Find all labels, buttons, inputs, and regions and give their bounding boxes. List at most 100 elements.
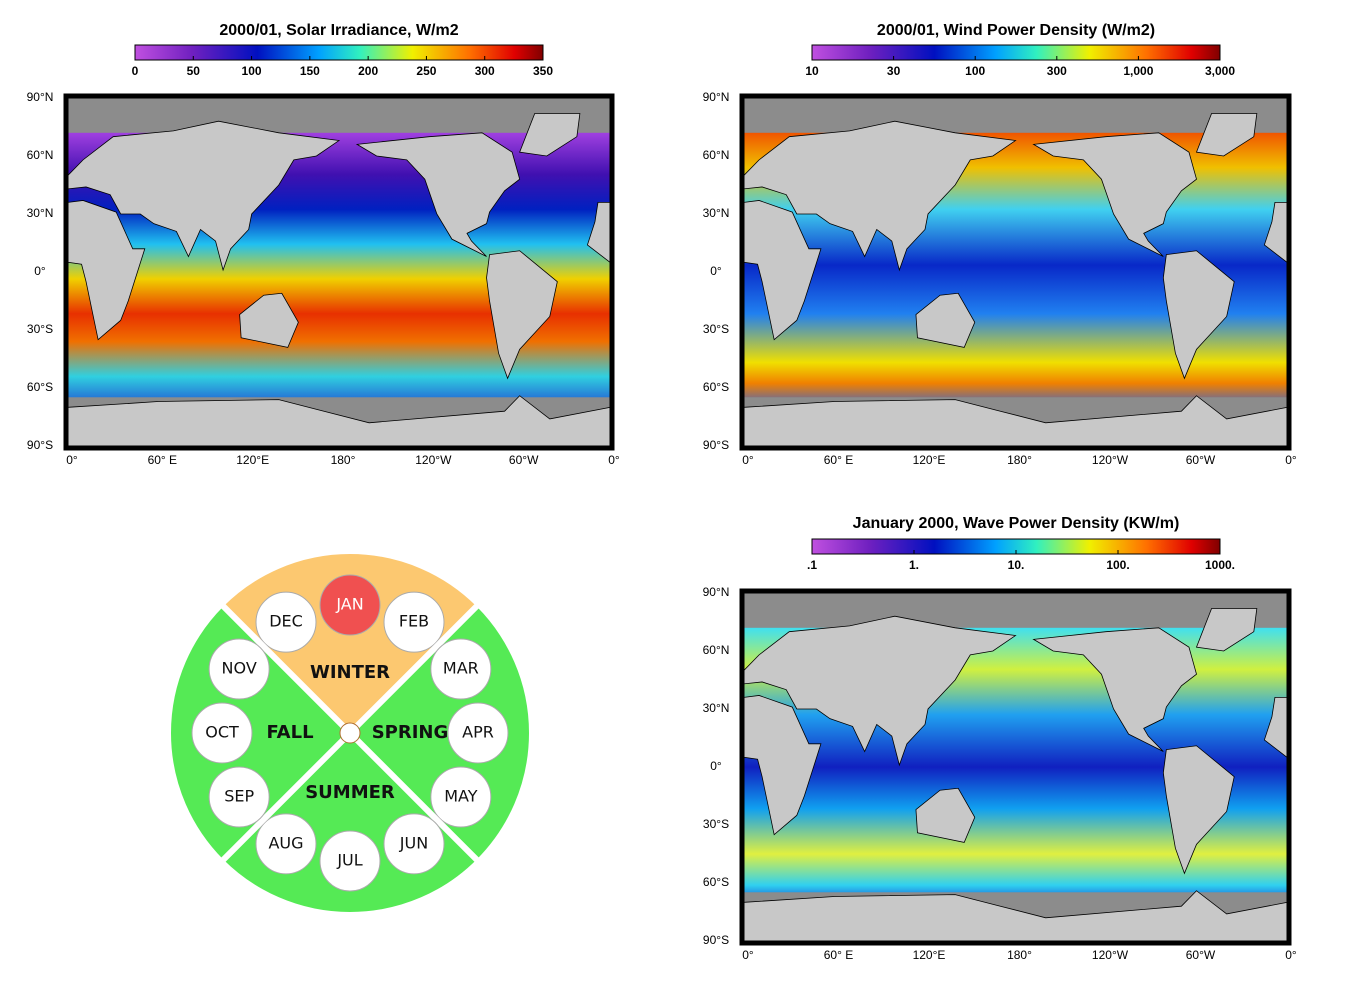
continent <box>67 120 341 272</box>
continent <box>915 787 976 843</box>
colorbar-tick-label: 1. <box>909 558 919 572</box>
map-title: 2000/01, Wind Power Density (W/m2) <box>877 22 1155 39</box>
lat-label: 30°S <box>27 322 53 336</box>
month-button[interactable] <box>319 574 381 636</box>
lon-label: 120°E <box>913 453 946 467</box>
lon-label: 120°W <box>1092 453 1129 467</box>
continent <box>1263 697 1288 759</box>
lon-label: 0° <box>66 453 78 467</box>
map-title: 2000/01, Solar Irradiance, W/m2 <box>219 22 458 39</box>
colorbar-tick-label: 100. <box>1106 558 1129 572</box>
lon-label: 120°E <box>236 453 269 467</box>
wheel-center <box>339 722 361 744</box>
month-button[interactable] <box>208 766 270 828</box>
lat-label: 60°S <box>703 875 729 889</box>
colorbar-tick-label: 10 <box>805 64 819 78</box>
continent <box>743 120 1017 272</box>
lat-label: 90°N <box>703 90 730 104</box>
month-button[interactable] <box>191 702 253 764</box>
colorbar-tick-label: 350 <box>533 64 553 78</box>
season-label: SPRING <box>372 722 449 743</box>
season-label: WINTER <box>310 662 390 683</box>
continent <box>519 113 581 157</box>
season-label: SUMMER <box>305 782 395 803</box>
season-label: FALL <box>266 722 313 743</box>
map <box>743 98 1288 447</box>
colorbar-tick-label: 300 <box>1047 64 1067 78</box>
lat-label: 0° <box>710 264 722 278</box>
continent <box>586 201 611 264</box>
lon-label: 60° E <box>824 453 853 467</box>
continent <box>1032 132 1197 257</box>
lon-label: 0° <box>742 948 754 962</box>
month-button[interactable] <box>430 638 492 700</box>
lat-label: 0° <box>710 759 722 773</box>
lat-label: 30°N <box>703 701 730 715</box>
colorbar-tick-label: 100 <box>242 64 262 78</box>
continent <box>1195 608 1258 652</box>
lat-label: 90°N <box>703 585 730 599</box>
month-label: JUN <box>399 833 428 852</box>
month-label: DEC <box>269 612 303 631</box>
colorbar <box>811 44 1221 61</box>
lat-label: 30°S <box>703 322 729 336</box>
lat-label: 30°N <box>27 206 54 220</box>
colorbar-tick-label: 0 <box>132 64 139 78</box>
map-title: January 2000, Wave Power Density (KW/m) <box>853 515 1180 532</box>
lat-label: 60°S <box>27 380 53 394</box>
map <box>743 593 1288 942</box>
lon-label: 120°E <box>913 948 946 962</box>
colorbar-tick-label: 50 <box>187 64 201 78</box>
map <box>67 98 611 447</box>
continent <box>743 200 822 341</box>
month-label: JAN <box>335 595 363 614</box>
continent <box>1162 250 1235 380</box>
lat-label: 90°S <box>703 933 729 947</box>
lon-label: 60° E <box>148 453 177 467</box>
lon-label: 180° <box>1007 453 1032 467</box>
continent <box>743 695 822 836</box>
month-button[interactable] <box>319 830 381 892</box>
month-button[interactable] <box>447 702 509 764</box>
lat-label: 0° <box>34 264 46 278</box>
lon-label: 180° <box>1007 948 1032 962</box>
lat-label: 90°S <box>703 438 729 452</box>
month-button[interactable] <box>255 591 317 653</box>
continent <box>1032 627 1197 752</box>
continent <box>743 615 1017 767</box>
continent <box>1162 745 1235 875</box>
colorbar-tick-label: 30 <box>887 64 901 78</box>
month-label: MAY <box>444 787 478 806</box>
lon-label: 0° <box>1285 948 1297 962</box>
map-polar <box>68 98 610 133</box>
lon-label: 180° <box>331 453 356 467</box>
month-button[interactable] <box>255 813 317 875</box>
colorbar-tick-label: 1000. <box>1205 558 1235 572</box>
month-label: AUG <box>268 833 303 852</box>
continent <box>355 132 521 257</box>
colorbar-tick-label: 250 <box>416 64 436 78</box>
lat-label: 30°S <box>703 817 729 831</box>
month-button[interactable] <box>383 813 445 875</box>
continent <box>915 292 976 348</box>
lat-label: 90°N <box>27 90 54 104</box>
colorbar <box>134 44 544 61</box>
continent <box>67 200 146 341</box>
lat-label: 90°S <box>27 438 53 452</box>
month-label: FEB <box>399 612 429 631</box>
continent <box>239 292 299 348</box>
lat-label: 60°S <box>703 380 729 394</box>
month-button[interactable] <box>383 591 445 653</box>
month-button[interactable] <box>430 766 492 828</box>
month-button[interactable] <box>208 638 270 700</box>
continent <box>486 250 558 380</box>
month-label: JUL <box>336 851 362 870</box>
month-label: MAR <box>443 659 479 678</box>
lat-label: 60°N <box>27 148 54 162</box>
map-polar <box>744 98 1287 133</box>
colorbar-tick-label: 300 <box>475 64 495 78</box>
map-frame <box>739 93 1292 451</box>
lon-label: 0° <box>1285 453 1297 467</box>
lon-label: 60°W <box>1186 453 1216 467</box>
